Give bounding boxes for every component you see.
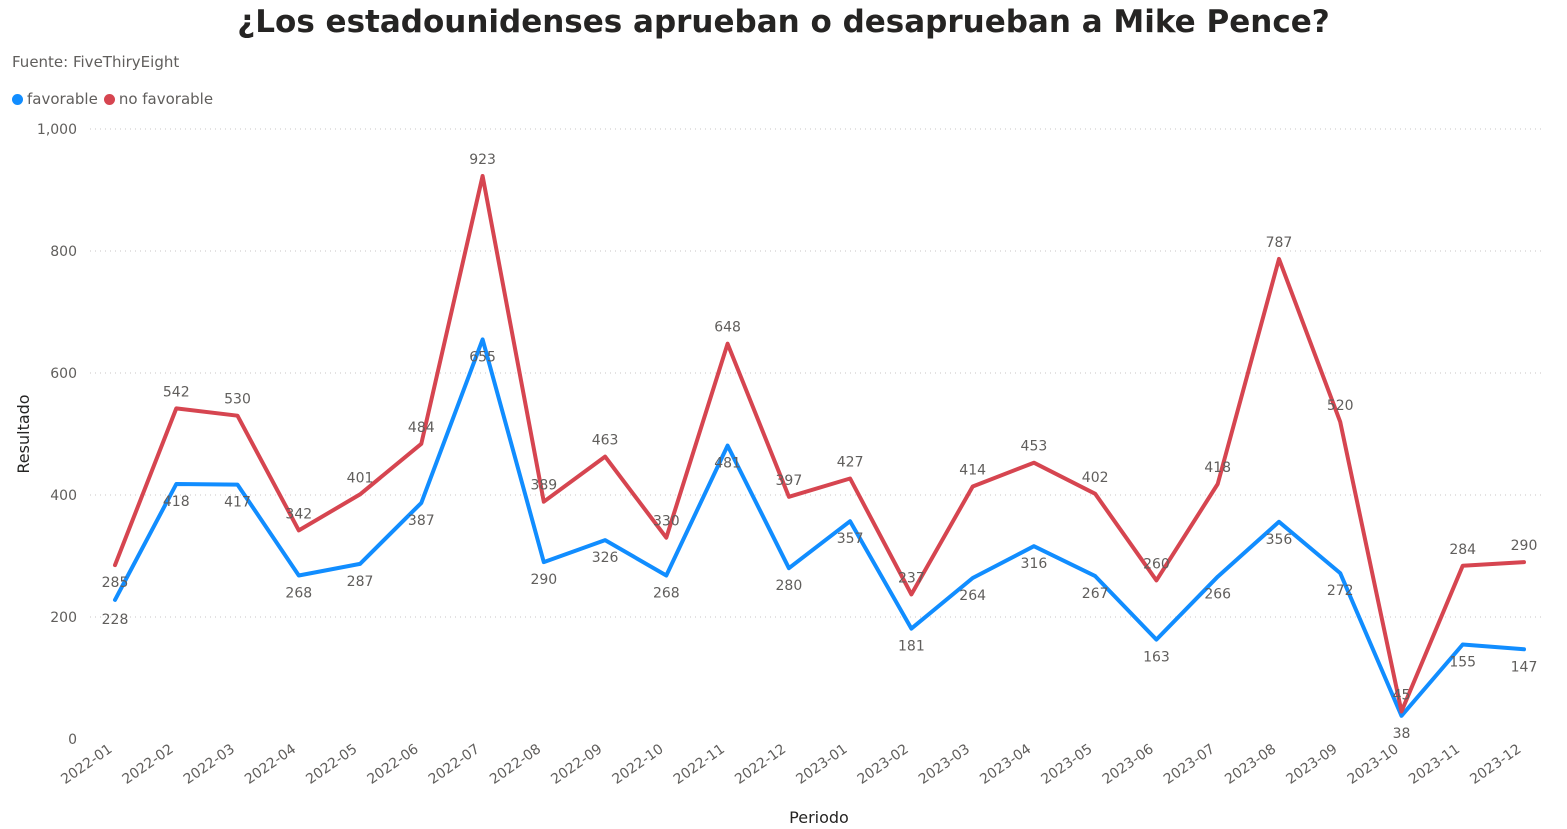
data-label-no-favorable: 330 — [653, 514, 680, 530]
data-label-favorable: 287 — [347, 574, 374, 590]
data-label-favorable: 418 — [163, 494, 190, 510]
data-label-no-favorable: 397 — [776, 473, 803, 489]
data-label-no-favorable: 285 — [102, 575, 129, 591]
x-tick-label: 2022-11 — [671, 741, 728, 788]
data-label-favorable: 326 — [592, 550, 619, 566]
series-line-no-favorable — [113, 174, 1526, 714]
data-label-no-favorable: 260 — [1143, 556, 1170, 572]
x-tick-label: 2022-04 — [242, 741, 299, 788]
series-line-favorable — [113, 337, 1526, 718]
data-label-favorable: 417 — [224, 495, 251, 511]
legend-item-favorable[interactable]: favorable — [12, 90, 98, 108]
x-tick-label: 2022-10 — [610, 741, 667, 788]
data-label-favorable: 155 — [1449, 654, 1476, 670]
data-label-no-favorable: 418 — [1204, 460, 1231, 476]
x-tick-label: 2022-07 — [426, 741, 483, 788]
y-tick-label: 600 — [50, 366, 77, 382]
data-label-no-favorable: 648 — [714, 320, 741, 336]
x-tick-label: 2023-01 — [793, 741, 850, 788]
x-tick-label: 2023-10 — [1345, 741, 1402, 788]
data-label-favorable: 316 — [1021, 556, 1048, 572]
x-tick-label: 2023-09 — [1283, 741, 1340, 788]
data-label-favorable: 266 — [1204, 587, 1231, 603]
y-tick-label: 400 — [50, 488, 77, 504]
data-label-no-favorable: 290 — [1511, 538, 1538, 554]
data-label-no-favorable: 923 — [469, 152, 496, 168]
data-label-favorable: 163 — [1143, 650, 1170, 666]
data-label-no-favorable: 389 — [530, 478, 557, 494]
x-tick-label: 2022-02 — [119, 741, 176, 788]
data-label-no-favorable: 401 — [347, 470, 374, 486]
x-tick-label: 2022-01 — [58, 741, 115, 788]
x-tick-label: 2023-06 — [1100, 741, 1157, 788]
data-label-favorable: 267 — [1082, 586, 1109, 602]
data-label-no-favorable: 427 — [837, 455, 864, 471]
data-label-favorable: 655 — [469, 349, 496, 365]
data-label-no-favorable: 414 — [959, 462, 986, 478]
data-label-no-favorable: 787 — [1266, 235, 1293, 251]
data-label-favorable: 280 — [776, 578, 803, 594]
data-label-no-favorable: 484 — [408, 420, 435, 436]
x-tick-label: 2023-03 — [916, 741, 973, 788]
data-label-favorable: 268 — [285, 586, 312, 602]
legend: favorable no favorable — [12, 90, 219, 108]
x-axis-title: Periodo — [789, 808, 849, 827]
data-label-no-favorable: 342 — [285, 506, 312, 522]
x-tick-label: 2023-11 — [1406, 741, 1463, 788]
data-label-no-favorable: 520 — [1327, 398, 1354, 414]
chart-title: ¿Los estadounidenses aprueban o desaprue… — [237, 4, 1330, 40]
y-tick-label: 200 — [50, 610, 77, 626]
x-tick-label: 2022-12 — [732, 741, 789, 788]
y-tick-label: 1,000 — [37, 122, 77, 138]
data-label-favorable: 290 — [530, 572, 557, 588]
data-label-favorable: 356 — [1266, 532, 1293, 548]
data-label-no-favorable: 530 — [224, 392, 251, 408]
data-label-no-favorable: 542 — [163, 384, 190, 400]
data-label-favorable: 38 — [1393, 726, 1411, 742]
x-tick-label: 2022-08 — [487, 741, 544, 788]
data-label-no-favorable: 45 — [1393, 688, 1411, 704]
data-label-favorable: 228 — [102, 612, 129, 628]
y-axis-title: Resultado — [14, 394, 33, 473]
data-label-favorable: 387 — [408, 513, 435, 529]
data-label-favorable: 264 — [959, 588, 986, 604]
data-label-favorable: 272 — [1327, 583, 1354, 599]
data-label-favorable: 181 — [898, 639, 925, 655]
x-tick-label: 2022-06 — [365, 741, 422, 788]
data-label-favorable: 481 — [714, 456, 741, 472]
legend-item-no-favorable[interactable]: no favorable — [103, 90, 214, 108]
legend-label-no-favorable: no favorable — [118, 90, 214, 108]
x-tick-label: 2022-09 — [548, 741, 605, 788]
data-label-no-favorable: 284 — [1449, 542, 1476, 558]
x-tick-label: 2022-05 — [303, 741, 360, 788]
x-tick-label: 2023-08 — [1222, 741, 1279, 788]
data-label-favorable: 268 — [653, 586, 680, 602]
data-label-no-favorable: 453 — [1021, 439, 1048, 455]
chart-subtitle: Fuente: FiveThiryEight — [12, 53, 180, 71]
legend-label-favorable: favorable — [27, 90, 98, 108]
x-tick-label: 2023-05 — [1038, 741, 1095, 788]
data-label-no-favorable: 402 — [1082, 470, 1109, 486]
x-tick-label: 2022-03 — [181, 741, 238, 788]
x-tick-label: 2023-07 — [1161, 741, 1218, 788]
data-label-no-favorable: 463 — [592, 433, 619, 449]
x-tick-label: 2023-12 — [1467, 741, 1524, 788]
y-tick-label: 0 — [68, 732, 77, 748]
x-tick-label: 2023-04 — [977, 741, 1034, 788]
legend-dot-no-favorable — [103, 93, 115, 105]
data-label-no-favorable: 237 — [898, 570, 925, 586]
data-label-favorable: 147 — [1511, 659, 1538, 675]
y-tick-label: 800 — [50, 244, 77, 260]
data-label-favorable: 357 — [837, 531, 864, 547]
legend-dot-favorable — [12, 93, 23, 105]
x-tick-label: 2023-02 — [855, 741, 912, 788]
